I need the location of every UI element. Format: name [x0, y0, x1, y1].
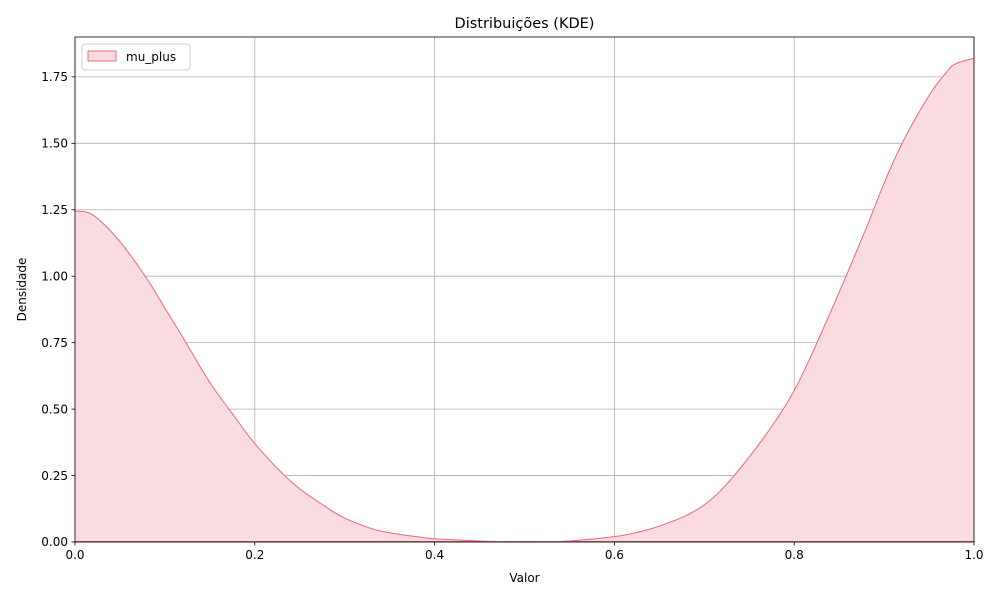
x-axis: 0.0 0.2 0.4 0.6 0.8 1.0: [65, 542, 984, 562]
x-tick-label: 0.0: [65, 548, 84, 562]
chart-title: Distribuições (KDE): [455, 16, 595, 32]
y-tick-label: 1.00: [41, 269, 68, 283]
y-tick-label: 1.75: [41, 70, 68, 84]
legend: mu_plus: [81, 43, 191, 71]
y-tick-label: 0.25: [41, 469, 68, 483]
y-tick-label: 1.25: [41, 203, 68, 217]
x-tick-label: 0.2: [245, 548, 264, 562]
series-layer: [74, 57, 975, 543]
x-tick-label: 0.8: [785, 548, 804, 562]
x-tick-label: 1.0: [964, 548, 983, 562]
y-axis-label: Densidade: [15, 258, 29, 322]
x-axis-label: Valor: [509, 571, 539, 585]
plot-frame: [74, 36, 975, 543]
x-tick-label: 0.6: [605, 548, 624, 562]
series-area-mu_plus: [75, 58, 974, 542]
x-tick-label: 0.4: [425, 548, 444, 562]
y-tick-label: 0.50: [41, 402, 68, 416]
y-axis: 0.00 0.25 0.50 0.75 1.00 1.25 1.50 1.75: [41, 70, 75, 549]
y-tick-label: 1.50: [41, 137, 68, 151]
legend-swatch: [87, 50, 117, 62]
legend-label: mu_plus: [126, 50, 176, 64]
y-tick-label: 0.75: [41, 336, 68, 350]
y-tick-label: 0.00: [41, 535, 68, 549]
